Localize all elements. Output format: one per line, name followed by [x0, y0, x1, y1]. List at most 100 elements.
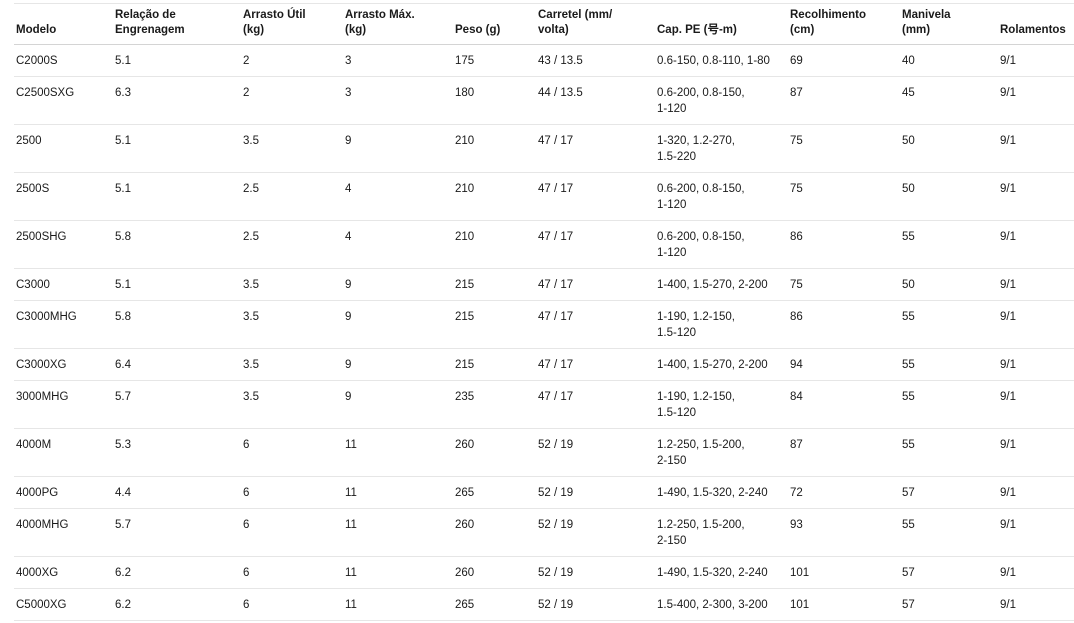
- cell-handle: 57: [900, 556, 998, 589]
- cell-spool: 47 / 17: [536, 348, 655, 381]
- column-header-bearings: Rolamentos: [998, 3, 1074, 45]
- table-row: C5000XG 6.2 6 11 265 52 / 19 1.5-400, 2-300, 3…: [14, 588, 1074, 621]
- cell-handle: 50: [900, 172, 998, 221]
- cell-weight: 235: [453, 380, 536, 429]
- cell-weight: 210: [453, 220, 536, 269]
- cell-weight: 265: [453, 476, 536, 509]
- column-header-model: Modelo: [14, 3, 113, 45]
- cell-bearings: 9/1: [998, 76, 1074, 125]
- cell-recovery: 75: [788, 124, 900, 173]
- table-row: 4000XG 6.2 6 11 260 52 / 19 1-490, 1.5-320, 2-…: [14, 556, 1074, 589]
- column-header-drag-util: Arrasto Útil (kg): [241, 3, 343, 45]
- cell-drag-util: 2: [241, 76, 343, 125]
- header-row: Modelo Relação de Engrenagem Arrasto Útil …: [14, 3, 1074, 45]
- cell-cap-pe: 1.5-400, 2-300, 3-200: [655, 588, 788, 621]
- cell-model: 4000PG: [14, 476, 113, 509]
- cell-weight: 215: [453, 268, 536, 301]
- column-header-handle: Manivela (mm): [900, 3, 998, 45]
- cell-handle: 50: [900, 268, 998, 301]
- table-row: C3000 5.1 3.5 9 215 47 / 17 1-400, 1.5-270, 2-…: [14, 268, 1074, 301]
- cell-spool: 52 / 19: [536, 428, 655, 477]
- cell-drag-max: 11: [343, 428, 453, 477]
- cell-drag-max: 9: [343, 300, 453, 349]
- cell-bearings: 9/1: [998, 172, 1074, 221]
- column-header-weight: Peso (g): [453, 3, 536, 45]
- cell-weight: 175: [453, 44, 536, 77]
- cell-cap-pe: 1.2-250, 1.5-200, 2-150: [655, 428, 788, 477]
- cell-spool: 47 / 17: [536, 268, 655, 301]
- cell-recovery: 72: [788, 476, 900, 509]
- cell-bearings: 9/1: [998, 348, 1074, 381]
- specs-table-body: C2000S 5.1 2 3 175 43 / 13.5 0.6-150, 0.8-110,…: [14, 44, 1074, 621]
- cell-cap-pe: 0.6-200, 0.8-150, 1-120: [655, 76, 788, 125]
- cell-drag-util: 3.5: [241, 380, 343, 429]
- table-row: 2500 5.1 3.5 9 210 47 / 17 1-320, 1.2-270, 1.5…: [14, 124, 1074, 173]
- cell-drag-util: 2.5: [241, 172, 343, 221]
- cell-drag-max: 4: [343, 172, 453, 221]
- cell-gear-ratio: 6.4: [113, 348, 241, 381]
- table-row: 3000MHG 5.7 3.5 9 235 47 / 17 1-190, 1.2-150, …: [14, 380, 1074, 429]
- cell-cap-pe: 0.6-150, 0.8-110, 1-80: [655, 44, 788, 77]
- cell-gear-ratio: 6.3: [113, 76, 241, 125]
- cell-drag-util: 3.5: [241, 348, 343, 381]
- cell-cap-pe: 1-490, 1.5-320, 2-240: [655, 476, 788, 509]
- cell-bearings: 9/1: [998, 268, 1074, 301]
- cell-gear-ratio: 5.8: [113, 300, 241, 349]
- table-row: 2500SHG 5.8 2.5 4 210 47 / 17 0.6-200, 0.8-150…: [14, 220, 1074, 269]
- cell-model: C3000MHG: [14, 300, 113, 349]
- cell-gear-ratio: 6.2: [113, 588, 241, 621]
- cell-model: 4000XG: [14, 556, 113, 589]
- cell-model: 4000MHG: [14, 508, 113, 557]
- cell-weight: 210: [453, 172, 536, 221]
- cell-weight: 215: [453, 348, 536, 381]
- cell-handle: 55: [900, 300, 998, 349]
- cell-bearings: 9/1: [998, 556, 1074, 589]
- cell-handle: 45: [900, 76, 998, 125]
- cell-bearings: 9/1: [998, 476, 1074, 509]
- cell-recovery: 101: [788, 556, 900, 589]
- cell-recovery: 86: [788, 300, 900, 349]
- cell-model: 2500SHG: [14, 220, 113, 269]
- cell-cap-pe: 1-190, 1.2-150, 1.5-120: [655, 300, 788, 349]
- cell-bearings: 9/1: [998, 508, 1074, 557]
- cell-cap-pe: 1-400, 1.5-270, 2-200: [655, 268, 788, 301]
- specs-table: Modelo Relação de Engrenagem Arrasto Útil …: [14, 3, 1074, 621]
- cell-gear-ratio: 6.2: [113, 556, 241, 589]
- cell-bearings: 9/1: [998, 428, 1074, 477]
- table-row: C2500SXG 6.3 2 3 180 44 / 13.5 0.6-200, 0.8-15…: [14, 76, 1074, 125]
- cell-cap-pe: 1-320, 1.2-270, 1.5-220: [655, 124, 788, 173]
- cell-model: 2500: [14, 124, 113, 173]
- table-row: 4000MHG 5.7 6 11 260 52 / 19 1.2-250, 1.5-200,…: [14, 508, 1074, 557]
- cell-drag-max: 11: [343, 508, 453, 557]
- cell-cap-pe: 1-400, 1.5-270, 2-200: [655, 348, 788, 381]
- cell-model: 4000M: [14, 428, 113, 477]
- cell-weight: 210: [453, 124, 536, 173]
- cell-cap-pe: 1.2-250, 1.5-200, 2-150: [655, 508, 788, 557]
- reel-specs-section: Modelo Relação de Engrenagem Arrasto Útil …: [14, 3, 1074, 621]
- cell-drag-max: 3: [343, 76, 453, 125]
- cell-bearings: 9/1: [998, 588, 1074, 621]
- cell-model: 2500S: [14, 172, 113, 221]
- cell-bearings: 9/1: [998, 300, 1074, 349]
- column-header-recovery: Recolhimento (cm): [788, 3, 900, 45]
- cell-handle: 55: [900, 508, 998, 557]
- cell-weight: 260: [453, 428, 536, 477]
- cell-drag-util: 2.5: [241, 220, 343, 269]
- cell-gear-ratio: 5.7: [113, 380, 241, 429]
- cell-gear-ratio: 5.1: [113, 268, 241, 301]
- cell-recovery: 93: [788, 508, 900, 557]
- cell-cap-pe: 0.6-200, 0.8-150, 1-120: [655, 172, 788, 221]
- cell-model: C3000: [14, 268, 113, 301]
- cell-gear-ratio: 5.3: [113, 428, 241, 477]
- cell-handle: 55: [900, 348, 998, 381]
- column-header-gear-ratio: Relação de Engrenagem: [113, 3, 241, 45]
- cell-bearings: 9/1: [998, 44, 1074, 77]
- cell-handle: 50: [900, 124, 998, 173]
- cell-drag-util: 6: [241, 588, 343, 621]
- cell-drag-max: 4: [343, 220, 453, 269]
- table-row: 4000M 5.3 6 11 260 52 / 19 1.2-250, 1.5-200, 2…: [14, 428, 1074, 477]
- cell-weight: 260: [453, 508, 536, 557]
- cell-handle: 40: [900, 44, 998, 77]
- cell-model: C2500SXG: [14, 76, 113, 125]
- cell-cap-pe: 0.6-200, 0.8-150, 1-120: [655, 220, 788, 269]
